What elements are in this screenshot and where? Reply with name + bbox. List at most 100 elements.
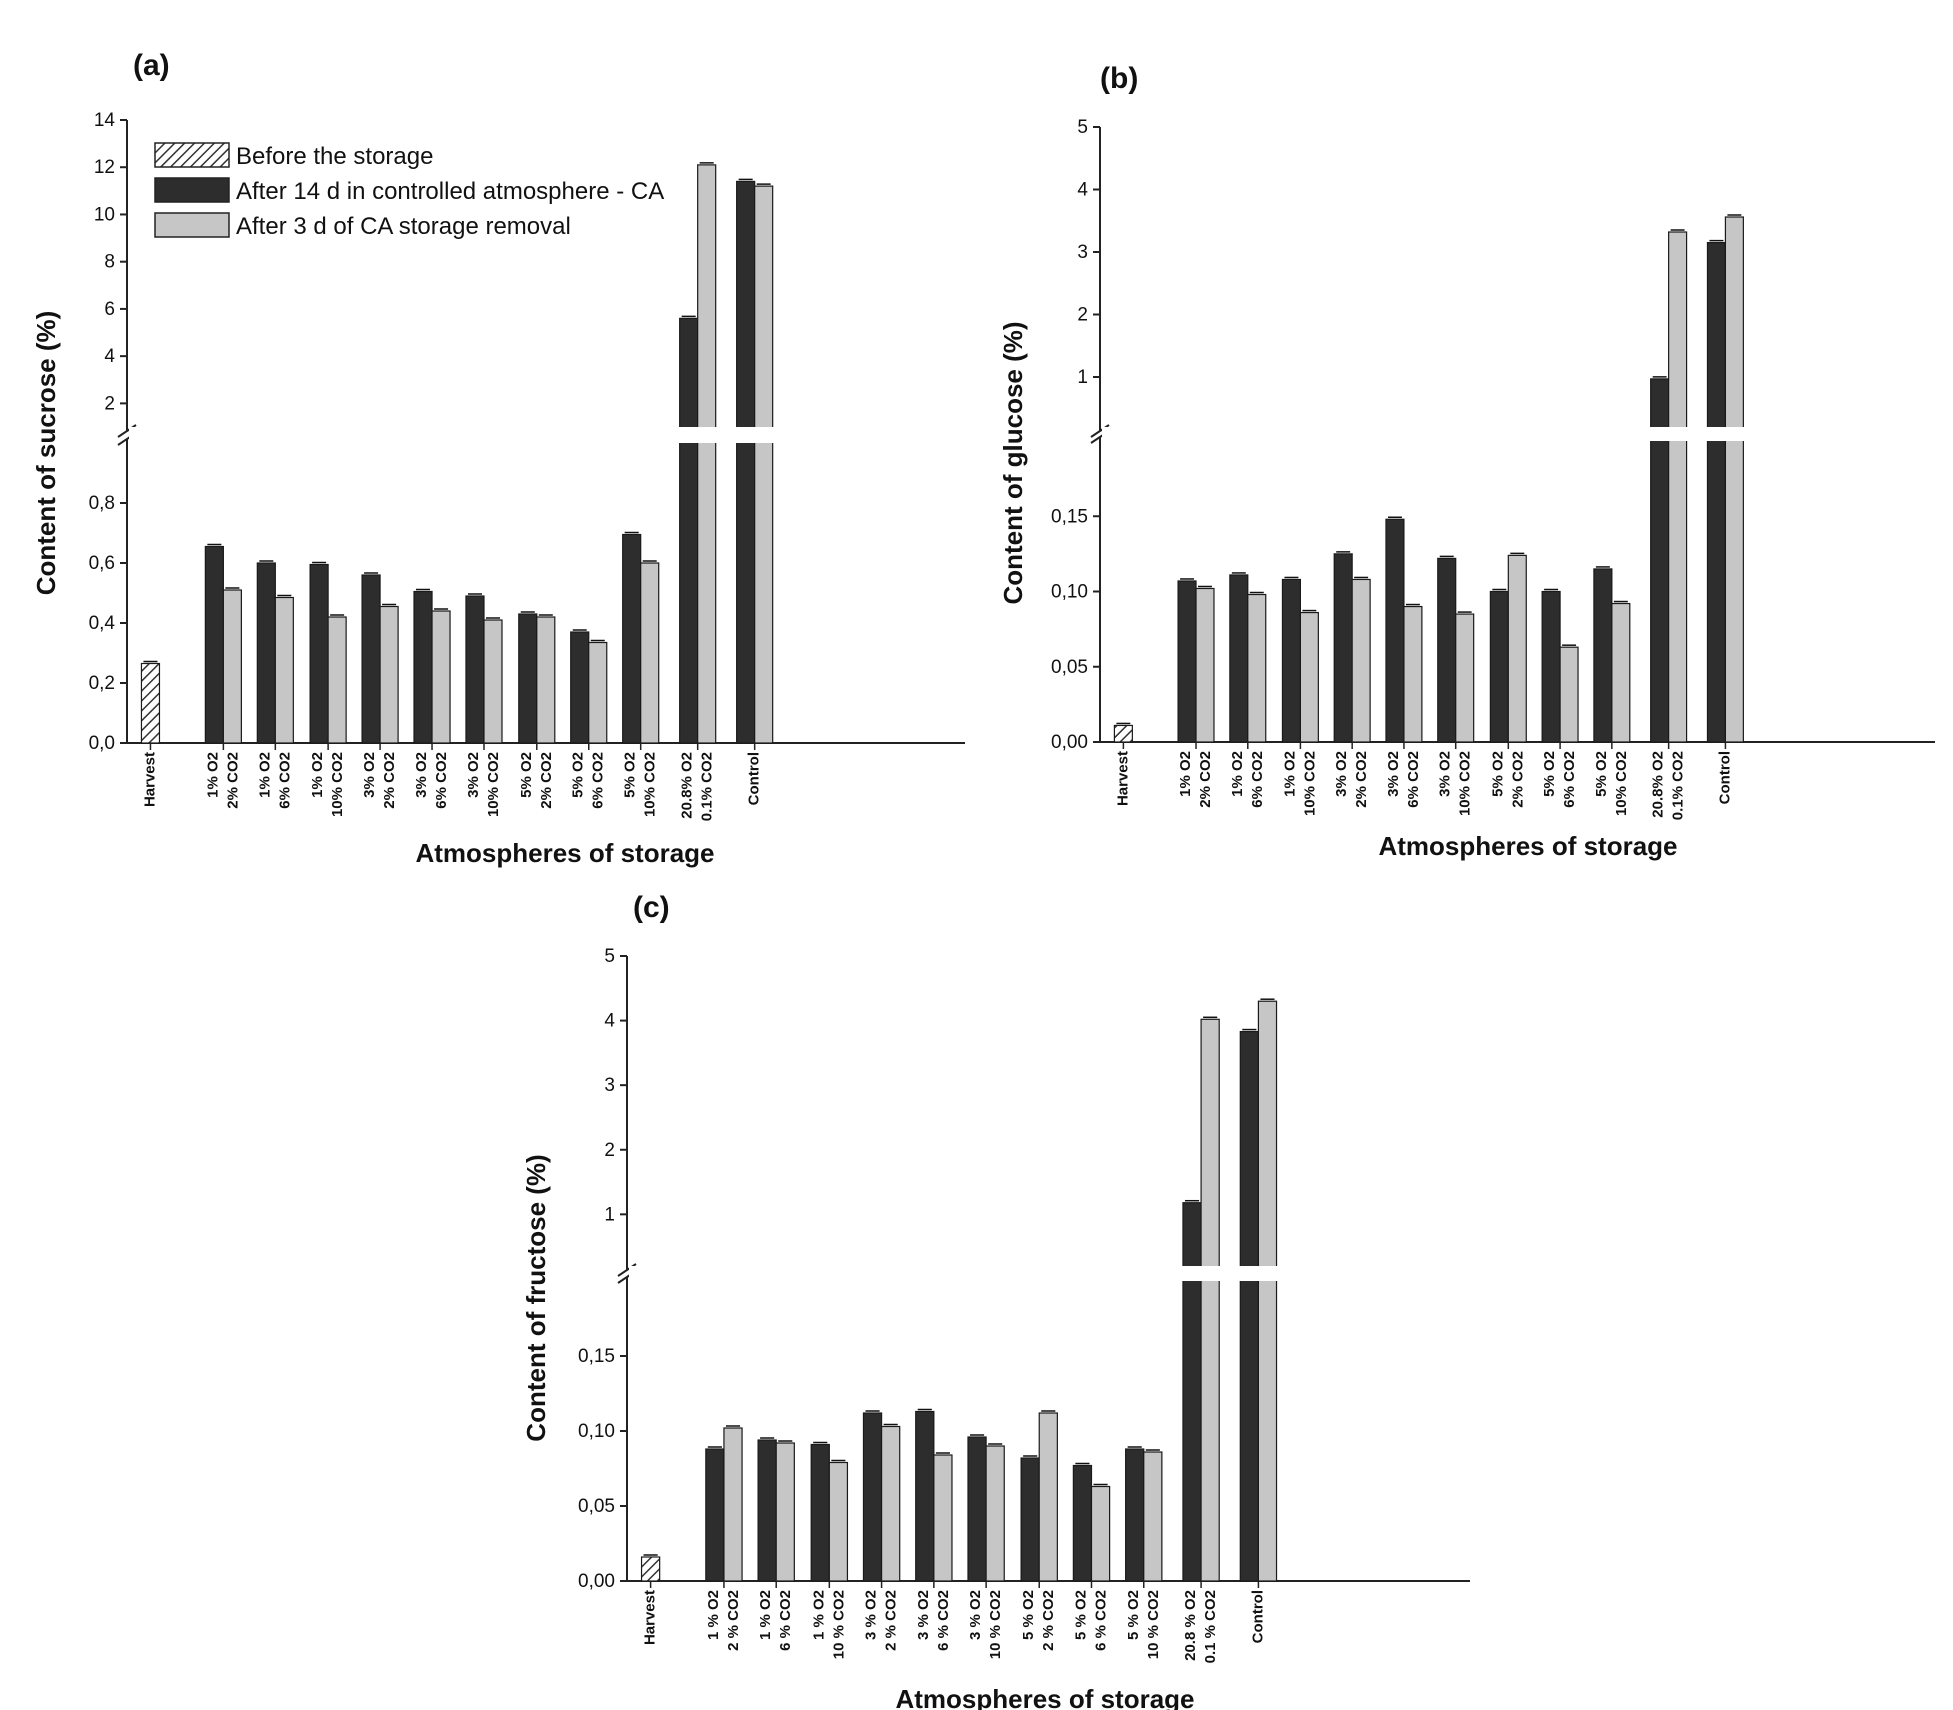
category-label: 2 % CO2: [1040, 1590, 1057, 1651]
bar-after14: [256, 562, 276, 744]
category-label: Harvest: [1114, 751, 1131, 806]
bar-after14: [1182, 1202, 1202, 1582]
x-axis-title: Atmospheres of storage: [1378, 831, 1677, 861]
category-label: 3% O2: [413, 752, 430, 798]
category-label: 10% CO2: [329, 752, 346, 817]
category-label: 10% CO2: [1457, 751, 1474, 816]
category-label: Control: [746, 752, 763, 805]
bar-after3: [1611, 602, 1631, 743]
legend-label-before: Before the storage: [236, 143, 433, 170]
category-label: 6% CO2: [1561, 751, 1578, 808]
y-tick-label: 1: [604, 1204, 615, 1225]
category-label: 1% O2: [309, 752, 326, 798]
legend-swatch-after14: [154, 177, 230, 203]
legend-label-after14: After 14 d in controlled atmosphere - CA: [236, 178, 664, 205]
category-label: 2% CO2: [1197, 751, 1214, 808]
bar-after14: [1177, 580, 1197, 743]
y-tick-label: 5: [604, 946, 615, 967]
bar-after3: [985, 1445, 1005, 1582]
panel-label: (b): [1100, 62, 1138, 95]
y-tick-label: 2: [104, 393, 115, 414]
bar-after3: [723, 1427, 743, 1582]
x-axis-title: Atmospheres of storage: [415, 838, 714, 868]
category-label: 5% O2: [518, 752, 535, 798]
category-label: Harvest: [642, 1590, 659, 1645]
category-label: 1% O2: [256, 752, 273, 798]
bar-after3: [640, 562, 660, 744]
bar-after3: [1559, 646, 1579, 743]
category-label: 6% CO2: [1405, 751, 1422, 808]
category-label: 2% CO2: [224, 752, 241, 809]
bar-after3: [754, 185, 774, 744]
category-label: 5% O2: [1541, 751, 1558, 797]
axis-break-gap: [629, 1266, 1472, 1281]
y-tick-label: 0,15: [578, 1346, 615, 1367]
category-label: 5 % O2: [1125, 1590, 1142, 1640]
category-label: 5% O2: [622, 752, 639, 798]
category-label: 1% O2: [1229, 751, 1246, 797]
category-label: 20.8 % O2: [1182, 1590, 1199, 1661]
category-label: 1 % O2: [757, 1590, 774, 1640]
category-label: 3% O2: [361, 752, 378, 798]
category-label: 0.1% CO2: [1670, 751, 1687, 820]
bar-after14: [1020, 1457, 1040, 1582]
bar-after14: [1229, 574, 1249, 743]
y-tick-label: 5: [1077, 117, 1088, 138]
bar-after3: [536, 616, 556, 744]
bar-after3: [1090, 1485, 1111, 1582]
y-tick-label: 2: [1077, 305, 1088, 326]
bar-before: [140, 662, 161, 744]
bar-after3: [327, 616, 347, 744]
fructose-chart: (c) Content of fructose (%) Atmospheres of…: [521, 891, 1472, 1710]
category-label: 5% O2: [570, 752, 587, 798]
y-tick-label: 3: [604, 1075, 615, 1096]
category-label: 10% CO2: [1613, 751, 1630, 816]
y-tick-label: 0,0: [89, 733, 115, 754]
bar-after14: [1281, 578, 1302, 743]
bar-after3: [431, 610, 451, 744]
category-label: 10% CO2: [1301, 751, 1318, 816]
category-label: 2% CO2: [1353, 751, 1370, 808]
bar-after14: [1385, 518, 1405, 743]
bar-after14: [1489, 590, 1509, 743]
legend-label-after3: After 3 d of CA storage removal: [236, 213, 571, 240]
y-tick-label: 1: [1077, 367, 1088, 388]
bar-after3: [1403, 605, 1423, 743]
y-tick-label: 0,00: [1051, 732, 1088, 753]
category-label: 6% CO2: [276, 752, 293, 809]
bar-before: [640, 1556, 661, 1582]
category-label: 3 % O2: [915, 1590, 932, 1640]
category-label: 5 % O2: [1020, 1590, 1037, 1640]
bar-after3: [483, 619, 503, 744]
bar-after14: [622, 533, 642, 744]
category-label: 3% O2: [465, 752, 482, 798]
bar-after3: [1724, 216, 1744, 743]
category-label: 1% O2: [1281, 751, 1298, 797]
y-tick-label: 2: [604, 1140, 615, 1161]
category-label: 1% O2: [204, 752, 221, 798]
bar-after3: [379, 605, 399, 744]
bar-after3: [697, 164, 717, 744]
bar-after3: [1247, 593, 1267, 743]
y-tick-label: 4: [604, 1011, 615, 1032]
category-label: 10 % CO2: [1145, 1590, 1162, 1659]
category-label: 6 % CO2: [777, 1590, 794, 1651]
category-label: Control: [1716, 751, 1733, 804]
bar-after14: [915, 1410, 935, 1582]
bar-after3: [1143, 1451, 1163, 1582]
category-label: 1 % O2: [810, 1590, 827, 1640]
bar-after14: [361, 574, 381, 744]
bar-after3: [1200, 1018, 1220, 1582]
category-label: 1% O2: [1177, 751, 1194, 797]
bar-after14: [1125, 1448, 1145, 1582]
bar-after3: [775, 1442, 795, 1582]
bar-after14: [679, 317, 699, 744]
y-tick-label: 0,15: [1051, 506, 1088, 527]
bar-after3: [588, 641, 608, 744]
glucose-chart: (b) Content of glucose (%) Atmospheres of …: [998, 62, 1937, 861]
bar-after14: [1593, 568, 1613, 743]
bar-after3: [1257, 1000, 1278, 1582]
y-tick-label: 8: [104, 252, 115, 273]
category-label: Control: [1249, 1590, 1266, 1643]
bar-after14: [309, 563, 329, 744]
